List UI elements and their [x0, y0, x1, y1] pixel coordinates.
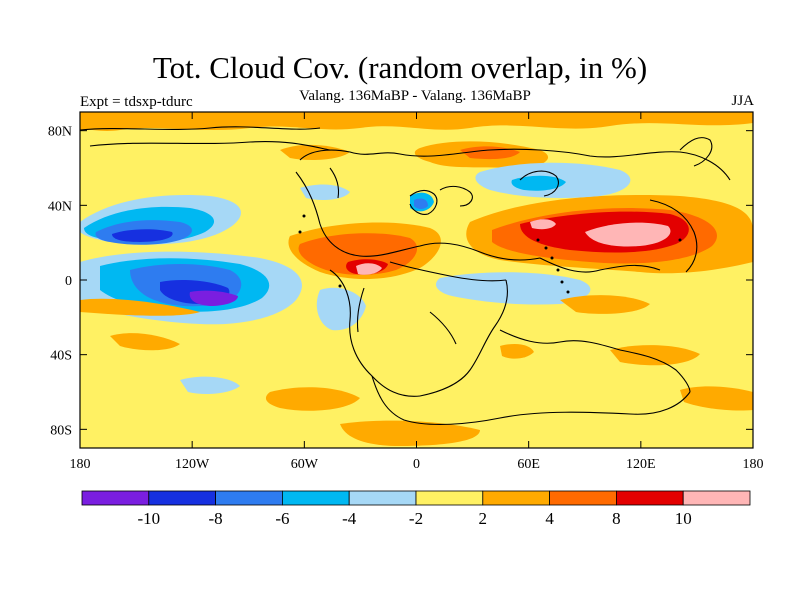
colorbar-label: 4: [545, 509, 554, 528]
anomaly-region: [340, 420, 480, 446]
anomaly-region: [80, 112, 753, 131]
x-tick-label: 120W: [175, 457, 210, 472]
anomaly-region: [511, 175, 566, 191]
colorbar-label: -2: [409, 509, 423, 528]
coastline: [356, 287, 365, 333]
anomaly-region: [265, 387, 360, 411]
colorbar-label: -4: [342, 509, 357, 528]
anomaly-region: [585, 222, 671, 247]
y-tick-label: 0: [65, 274, 72, 289]
x-tick-label: 180: [70, 457, 91, 472]
colorbar-swatch: [281, 490, 350, 506]
y-axis: 80N 40N 0 40S 80S: [48, 125, 753, 438]
island: [298, 230, 302, 234]
island: [338, 284, 342, 288]
colorbar-swatch: [148, 490, 217, 506]
coastline: [299, 148, 731, 181]
coastline: [679, 137, 713, 167]
chart-subtitle: Valang. 136MaBP - Valang. 136MaBP: [299, 88, 531, 104]
coastline: [389, 261, 507, 282]
colorbar-label: -6: [275, 509, 289, 528]
y-tick-label: 40S: [50, 349, 72, 364]
colorbar-label: -10: [137, 509, 160, 528]
anomaly-region: [180, 376, 240, 394]
coastline: [499, 329, 621, 351]
anomaly-region: [356, 263, 382, 275]
coastline: [519, 170, 559, 197]
coastline: [419, 279, 508, 397]
anomaly-region: [610, 345, 700, 366]
anomaly-region: [316, 287, 366, 331]
island: [556, 268, 560, 272]
coastline: [80, 126, 321, 131]
colorbar-label: -8: [209, 509, 223, 528]
anomaly-region: [110, 333, 180, 351]
anomaly-region: [530, 219, 556, 230]
colorbar-swatch: [616, 490, 684, 506]
y-tick-label: 80N: [48, 125, 72, 140]
colorbar-label: 2: [479, 509, 488, 528]
colorbar-swatch: [81, 490, 150, 506]
island: [678, 238, 682, 242]
coastline: [329, 269, 421, 397]
colorbar-swatch: [682, 490, 751, 506]
island: [560, 280, 564, 284]
anomaly-region: [300, 184, 350, 200]
coastline: [409, 189, 438, 215]
colorbar-swatch: [415, 490, 484, 506]
season-label: JJA: [731, 93, 754, 109]
colorbar: [81, 490, 751, 506]
island-chain: [298, 214, 682, 294]
coastline: [89, 141, 331, 151]
x-tick-label: 0: [413, 457, 420, 472]
coastline: [329, 167, 340, 199]
anomaly-region: [414, 198, 428, 209]
experiment-label: Expt = tdsxp-tdurc: [80, 94, 193, 110]
colorbar-swatch: [482, 490, 550, 506]
x-axis: 180 120W 60W 0 60E 120E 180: [70, 112, 764, 472]
coastline: [619, 349, 691, 393]
coastlines: [80, 126, 731, 426]
x-tick-label: 180: [743, 457, 764, 472]
colorbar-swatch: [549, 490, 617, 506]
anomaly-region: [189, 290, 238, 306]
anomaly-region: [112, 229, 173, 242]
colorbar-swatch: [215, 490, 283, 506]
map-area: [80, 112, 753, 448]
x-tick-label: 60W: [291, 457, 319, 472]
anomaly-region: [560, 295, 650, 314]
anomaly-region: [80, 298, 200, 316]
anomaly-region: [500, 344, 534, 359]
coastline: [539, 257, 661, 273]
y-tick-label: 40N: [48, 199, 72, 214]
coastline: [649, 199, 698, 273]
island: [302, 214, 306, 218]
colorbar-label: 8: [612, 509, 621, 528]
anomaly-fields: [80, 112, 753, 446]
coastline: [295, 171, 541, 261]
x-tick-label: 120E: [626, 457, 656, 472]
colorbar-label: 10: [675, 509, 692, 528]
coastline: [371, 375, 691, 426]
island: [536, 238, 540, 242]
anomaly-region: [680, 386, 753, 411]
coastline: [429, 311, 457, 345]
chart-title: Tot. Cloud Cov. (random overlap, in %): [152, 50, 648, 85]
x-tick-label: 60E: [517, 457, 540, 472]
island: [566, 290, 570, 294]
colorbar-labels: -10 -8 -6 -4 -2 2 4 8 10: [137, 509, 691, 528]
island: [550, 256, 554, 260]
colorbar-swatch: [348, 490, 417, 506]
coastline: [439, 185, 473, 207]
y-tick-label: 80S: [50, 423, 72, 438]
island: [544, 246, 548, 250]
